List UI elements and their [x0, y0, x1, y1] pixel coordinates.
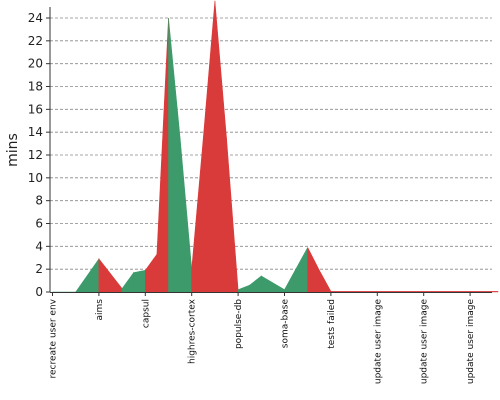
x-tick-label: update user image — [466, 299, 476, 385]
x-tick-labels: recreate user env aims capsul highres-corte… — [49, 292, 476, 385]
x-tick-label: soma-base — [281, 299, 291, 349]
x-tick-label: aims — [95, 299, 105, 321]
area-segment-failed — [307, 247, 320, 293]
y-tick-label: 12 — [28, 148, 43, 162]
y-tick-label: 4 — [35, 239, 43, 253]
area-segment-failed — [110, 272, 123, 293]
area-segment-passed — [237, 284, 250, 293]
area-segment-failed — [330, 291, 499, 293]
area-segment-failed — [226, 137, 239, 293]
y-axis-label: mins — [5, 133, 21, 167]
plot-areas — [52, 0, 499, 293]
x-tick-label: capsul — [141, 299, 151, 328]
area-segment-passed — [261, 275, 285, 293]
area-segment-failed — [203, 0, 216, 293]
gridlines — [50, 17, 492, 270]
area-segment-passed — [75, 257, 100, 293]
area-segment-passed — [168, 17, 181, 293]
area-segment-passed — [249, 275, 262, 293]
area-segment-failed — [98, 258, 111, 293]
y-tick-label: 22 — [28, 34, 43, 48]
y-tick-label: 2 — [35, 262, 43, 276]
area-segment-failed — [214, 0, 227, 293]
area-segment-failed — [145, 253, 158, 293]
y-tick-label: 16 — [28, 102, 43, 116]
area-segment-failed — [156, 17, 169, 293]
y-tick-label: 10 — [28, 171, 43, 185]
area-segment-failed — [191, 137, 204, 293]
x-tick-label: tests failed — [327, 299, 337, 349]
x-tick-label: recreate user env — [49, 298, 59, 378]
y-tick-label: 20 — [28, 57, 43, 71]
x-tick-label: update user image — [420, 299, 430, 385]
area-segment-passed — [179, 137, 192, 293]
area-segment-passed — [284, 247, 308, 293]
area-segment-failed — [319, 270, 332, 293]
x-tick-label: highres-cortex — [188, 298, 198, 364]
y-tick-label: 18 — [28, 80, 43, 94]
y-tick-label: 6 — [35, 217, 43, 231]
y-tick-label: 24 — [28, 11, 43, 25]
area-segment-passed — [121, 271, 134, 293]
x-tick-label: update user image — [373, 299, 383, 385]
y-tick-label: 0 — [35, 285, 43, 299]
y-tick-label: 14 — [28, 125, 43, 139]
x-tick-label: populse-db — [234, 299, 244, 349]
axes — [49, 7, 492, 293]
area-segment-passed — [133, 269, 146, 293]
y-tick-label: 8 — [35, 194, 43, 208]
